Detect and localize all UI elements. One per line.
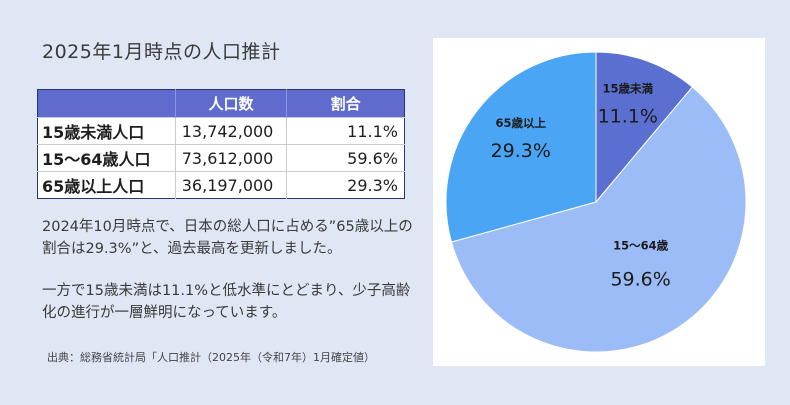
- row-population: 13,742,000: [175, 117, 288, 145]
- table-header-row: 人口数 割合: [37, 89, 405, 118]
- table-row: 15～64歳人口 73,612,000 59.6%: [37, 144, 405, 172]
- population-table: 人口数 割合 15歳未満人口 13,742,000 11.1% 15～64歳人口…: [37, 89, 405, 199]
- slice-name-label: 15～64歳: [613, 238, 669, 252]
- row-label: 15歳未満人口: [37, 117, 176, 145]
- source-note: 出典：総務省統計局「人口推計（2025年（令和7年）1月確定値）: [47, 351, 375, 364]
- pie-chart-panel: 15歳未満 11.1% 15～64歳 59.6% 65歳以上 29.3%: [433, 38, 765, 366]
- row-ratio: 11.1%: [286, 117, 405, 145]
- row-label: 65歳以上人口: [37, 171, 176, 199]
- slice-percent-label: 59.6%: [610, 268, 670, 290]
- row-population: 36,197,000: [175, 171, 288, 199]
- table-header-ratio: 割合: [286, 89, 405, 118]
- slice-percent-label: 29.3%: [491, 140, 551, 162]
- table-row: 65歳以上人口 36,197,000 29.3%: [37, 171, 405, 199]
- page-title: 2025年1月時点の人口推計: [42, 41, 281, 63]
- table-header-blank: [37, 89, 176, 118]
- row-label: 15～64歳人口: [37, 144, 176, 172]
- pie-slice: [595, 51, 694, 204]
- row-ratio: 59.6%: [286, 144, 405, 172]
- slice-percent-label: 11.1%: [598, 106, 658, 128]
- slice-name-label: 15歳未満: [603, 82, 654, 96]
- description-paragraph-2: 一方で15歳未満は11.1%と低水準にとどまり、少子高齢化の進行が一層鮮明になっ…: [42, 283, 411, 321]
- slice-name-label: 65歳以上: [496, 116, 547, 130]
- pie-slice: [445, 51, 597, 243]
- description-text: 2024年10月時点で、日本の総人口に占める”65歳以上の割合は29.3%”と、…: [42, 216, 422, 324]
- row-ratio: 29.3%: [286, 171, 405, 199]
- table-header-population: 人口数: [175, 89, 288, 118]
- description-paragraph-1: 2024年10月時点で、日本の総人口に占める”65歳以上の割合は29.3%”と、…: [42, 219, 413, 257]
- pie-slice: [450, 86, 747, 353]
- row-population: 73,612,000: [175, 144, 288, 172]
- pie-chart: 15歳未満 11.1% 15～64歳 59.6% 65歳以上 29.3%: [445, 51, 747, 353]
- table-row: 15歳未満人口 13,742,000 11.1%: [37, 117, 405, 145]
